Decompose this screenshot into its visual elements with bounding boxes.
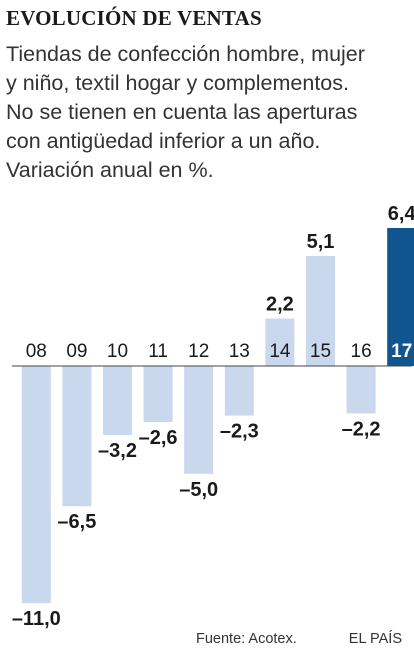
year-tick-labels: 08 09 10 11 12 13 14 15 16 17	[26, 341, 413, 362]
source-note: Fuente: Acotex.	[196, 631, 297, 647]
brand-logo-text: EL PAÍS	[348, 631, 402, 647]
bar-17	[387, 228, 414, 366]
bar-13	[224, 366, 254, 416]
subtitle-line: y niño, textil hogar y complementos.	[6, 71, 349, 95]
tick-label-15: 15	[310, 341, 331, 362]
value-labels: –11,0 –6,5 –3,2–2,6 –5,0 –2,3 2,2 5,1 –2,2 6,4	[12, 203, 414, 630]
bar-12	[184, 366, 214, 474]
bar-08	[21, 366, 51, 604]
value-label-09: –6,5	[57, 511, 96, 533]
subtitle-line: No se tienen en cuenta las aperturas	[6, 100, 358, 124]
tick-label-10: 10	[107, 341, 128, 362]
bars-group	[21, 228, 414, 604]
tick-label-16: 16	[351, 341, 372, 362]
tick-label-14: 14	[269, 341, 291, 362]
value-label-14: 2,2	[266, 294, 294, 316]
chart-title: EVOLUCIÓN DE VENTAS	[6, 6, 262, 30]
value-label-10: –3,2	[98, 440, 137, 462]
subtitle-line: con antigüedad inferior a un año.	[6, 129, 321, 153]
value-label-13: –2,3	[220, 421, 259, 443]
tick-label-08: 08	[26, 341, 47, 362]
value-label-15: 5,1	[307, 231, 335, 253]
bar-09	[62, 366, 92, 507]
tick-label-17: 17	[391, 341, 412, 362]
tick-label-13: 13	[229, 341, 250, 362]
value-label-11: –2,6	[139, 427, 178, 449]
bar-10	[103, 366, 132, 435]
bar-15	[306, 256, 335, 366]
tick-label-11: 11	[148, 341, 168, 362]
value-label-12: –5,0	[179, 479, 218, 501]
value-label-08: –11,0	[12, 608, 61, 630]
subtitle-line: Variación anual en %.	[6, 158, 214, 182]
tick-label-12: 12	[188, 341, 209, 362]
value-label-16: –2,2	[342, 418, 381, 440]
bar-11	[143, 366, 173, 423]
bar-14	[265, 318, 295, 366]
value-label-17: 6,4	[388, 203, 414, 225]
bar-16	[346, 366, 376, 414]
chart-subtitle: Tiendas de confección hombre, mujer y ni…	[6, 40, 410, 185]
subtitle-line: Tiendas de confección hombre, mujer	[6, 42, 365, 66]
tick-label-09: 09	[66, 341, 87, 362]
